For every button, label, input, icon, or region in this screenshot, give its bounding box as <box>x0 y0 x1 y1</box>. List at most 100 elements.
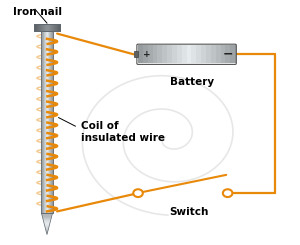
Bar <box>41 31 42 213</box>
Bar <box>50 31 51 213</box>
Bar <box>48 31 49 213</box>
Bar <box>52 31 53 213</box>
Bar <box>50 31 51 213</box>
Bar <box>34 24 35 31</box>
Bar <box>50 24 51 31</box>
Bar <box>41 31 42 213</box>
Bar <box>41 31 53 213</box>
Bar <box>50 31 51 213</box>
Bar <box>34 24 60 31</box>
Bar <box>206 45 212 63</box>
Bar <box>45 24 47 31</box>
Polygon shape <box>45 226 49 227</box>
Bar <box>53 24 54 31</box>
Bar <box>37 24 38 31</box>
Bar <box>45 24 47 31</box>
Polygon shape <box>43 219 51 220</box>
Bar <box>56 24 58 31</box>
Bar <box>44 31 45 213</box>
Bar <box>55 24 56 31</box>
Bar <box>51 31 52 213</box>
Bar <box>158 45 163 63</box>
Bar <box>148 45 153 63</box>
Bar <box>50 31 51 213</box>
Bar <box>138 45 143 63</box>
Bar <box>196 45 202 63</box>
Bar <box>46 31 47 213</box>
Polygon shape <box>42 216 52 217</box>
Bar <box>36 24 37 31</box>
Bar <box>57 24 59 31</box>
Bar <box>42 31 43 213</box>
Bar <box>40 24 41 31</box>
Bar <box>59 24 61 31</box>
Text: Coil of
insulated wire: Coil of insulated wire <box>81 122 165 143</box>
Bar <box>41 31 53 213</box>
Polygon shape <box>44 221 50 222</box>
Bar <box>45 31 46 213</box>
Bar <box>49 31 50 213</box>
Bar <box>49 31 50 213</box>
Bar <box>53 24 54 31</box>
Bar <box>54 24 55 31</box>
Bar <box>225 45 231 63</box>
Polygon shape <box>43 220 51 221</box>
Bar <box>51 31 52 213</box>
Polygon shape <box>45 227 49 228</box>
Polygon shape <box>46 229 48 230</box>
Polygon shape <box>44 224 50 225</box>
Bar <box>44 24 46 31</box>
Polygon shape <box>44 223 50 224</box>
Bar <box>182 45 187 63</box>
Bar <box>47 31 48 213</box>
Bar <box>46 24 48 31</box>
Bar <box>34 24 36 31</box>
Bar <box>54 24 55 31</box>
Bar <box>41 24 42 31</box>
Bar <box>167 45 172 63</box>
Bar <box>48 31 49 213</box>
Bar <box>42 31 43 213</box>
Bar <box>57 24 59 31</box>
Polygon shape <box>46 230 48 231</box>
Bar <box>42 24 44 31</box>
Polygon shape <box>44 222 50 223</box>
Bar <box>58 24 60 31</box>
Bar <box>39 24 40 31</box>
Polygon shape <box>42 217 52 218</box>
Bar <box>153 45 158 63</box>
Bar <box>45 31 46 213</box>
Circle shape <box>133 189 143 197</box>
Bar <box>44 31 45 213</box>
Bar <box>45 31 46 213</box>
Bar <box>51 24 52 31</box>
Bar <box>39 24 40 31</box>
Polygon shape <box>43 220 51 221</box>
Bar <box>49 24 50 31</box>
Polygon shape <box>46 232 48 233</box>
Text: +: + <box>142 50 150 59</box>
Polygon shape <box>43 218 51 219</box>
Bar <box>177 45 182 63</box>
Text: Iron nail: Iron nail <box>13 7 61 17</box>
Bar <box>187 45 192 63</box>
Bar <box>56 24 58 31</box>
Bar <box>143 45 148 63</box>
Bar <box>51 24 52 31</box>
Bar <box>162 45 168 63</box>
Bar <box>42 31 43 213</box>
Bar <box>134 51 138 58</box>
Bar <box>36 24 37 31</box>
Polygon shape <box>41 213 52 214</box>
Bar <box>55 24 56 31</box>
Bar <box>44 24 46 31</box>
Bar <box>52 24 53 31</box>
Bar <box>38 24 39 31</box>
Bar <box>43 24 45 31</box>
Bar <box>41 24 42 31</box>
Bar <box>220 45 226 63</box>
Bar <box>45 31 46 213</box>
Polygon shape <box>44 225 50 226</box>
Bar <box>49 24 50 31</box>
Bar <box>46 31 47 213</box>
